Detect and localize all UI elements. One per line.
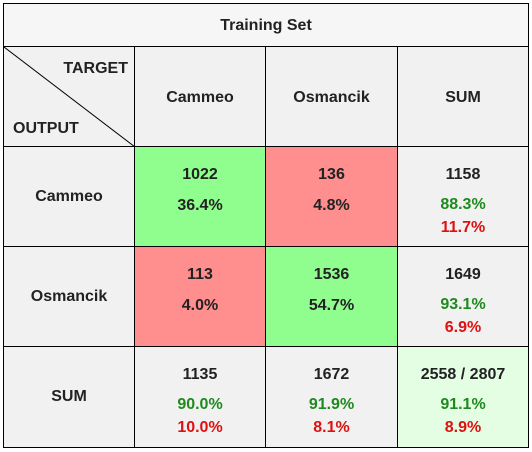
column-header-osmancik: Osmancik bbox=[265, 46, 398, 147]
cell-cammeo-cammeo: 1022 36.4% bbox=[134, 146, 266, 247]
cell-count: 1158 bbox=[445, 166, 481, 183]
target-axis-label: TARGET bbox=[63, 60, 128, 77]
column-header-label: Cammeo bbox=[166, 89, 234, 106]
cell-osmancik-cammeo: 113 4.0% bbox=[134, 246, 266, 347]
cell-percent-wrong: 11.7% bbox=[440, 219, 486, 236]
cell-count: 1135 bbox=[182, 366, 218, 383]
matrix-title: Training Set bbox=[220, 17, 312, 34]
cell-percent-wrong: 10.0% bbox=[177, 419, 223, 436]
column-header-label: SUM bbox=[445, 89, 481, 106]
cell-percent-wrong: 8.1% bbox=[313, 419, 350, 436]
cell-percent-correct: 91.1% bbox=[440, 396, 486, 413]
cell-count: 1649 bbox=[445, 266, 481, 283]
row-header-label: Cammeo bbox=[35, 188, 103, 205]
cell-count: 1022 bbox=[182, 166, 218, 183]
cell-percent-correct: 91.9% bbox=[308, 396, 355, 413]
cell-sum-cammeo: 1135 90.0% 10.0% bbox=[134, 346, 266, 448]
column-header-cammeo: Cammeo bbox=[134, 46, 266, 147]
cell-cammeo-osmancik: 136 4.8% bbox=[265, 146, 398, 247]
cell-percent-correct: 93.1% bbox=[440, 296, 486, 313]
row-header-sum: SUM bbox=[3, 346, 135, 448]
cell-percent-wrong: 8.9% bbox=[444, 419, 482, 436]
corner-diagonal-line bbox=[4, 47, 136, 148]
cell-percent-correct: 90.0% bbox=[177, 396, 223, 413]
cell-percent-wrong: 6.9% bbox=[444, 319, 482, 336]
row-header-cammeo: Cammeo bbox=[3, 146, 135, 247]
column-header-sum: SUM bbox=[397, 46, 529, 147]
cell-count: 136 bbox=[318, 166, 345, 183]
column-header-label: Osmancik bbox=[293, 89, 370, 106]
cell-sum-total: 2558 / 2807 91.1% 8.9% bbox=[397, 346, 529, 448]
cell-percent: 54.7% bbox=[308, 297, 355, 314]
cell-count: 1536 bbox=[313, 266, 350, 283]
cell-osmancik-osmancik: 1536 54.7% bbox=[265, 246, 398, 347]
cell-percent: 4.0% bbox=[181, 297, 219, 314]
cell-count: 113 bbox=[187, 266, 213, 283]
cell-sum-osmancik: 1672 91.9% 8.1% bbox=[265, 346, 398, 448]
row-header-label: SUM bbox=[51, 388, 87, 405]
matrix-title-cell: Training Set bbox=[3, 3, 529, 47]
cell-percent: 36.4% bbox=[177, 197, 223, 214]
corner-cell: TARGET OUTPUT bbox=[3, 46, 136, 148]
cell-percent: 4.8% bbox=[313, 197, 350, 214]
cell-count: 2558 / 2807 bbox=[420, 366, 506, 383]
cell-cammeo-sum: 1158 88.3% 11.7% bbox=[397, 146, 529, 247]
output-axis-label: OUTPUT bbox=[13, 120, 79, 137]
cell-osmancik-sum: 1649 93.1% 6.9% bbox=[397, 246, 529, 347]
row-header-osmancik: Osmancik bbox=[3, 246, 135, 347]
cell-percent-correct: 88.3% bbox=[440, 196, 486, 213]
cell-count: 1672 bbox=[313, 366, 350, 383]
row-header-label: Osmancik bbox=[30, 288, 108, 305]
